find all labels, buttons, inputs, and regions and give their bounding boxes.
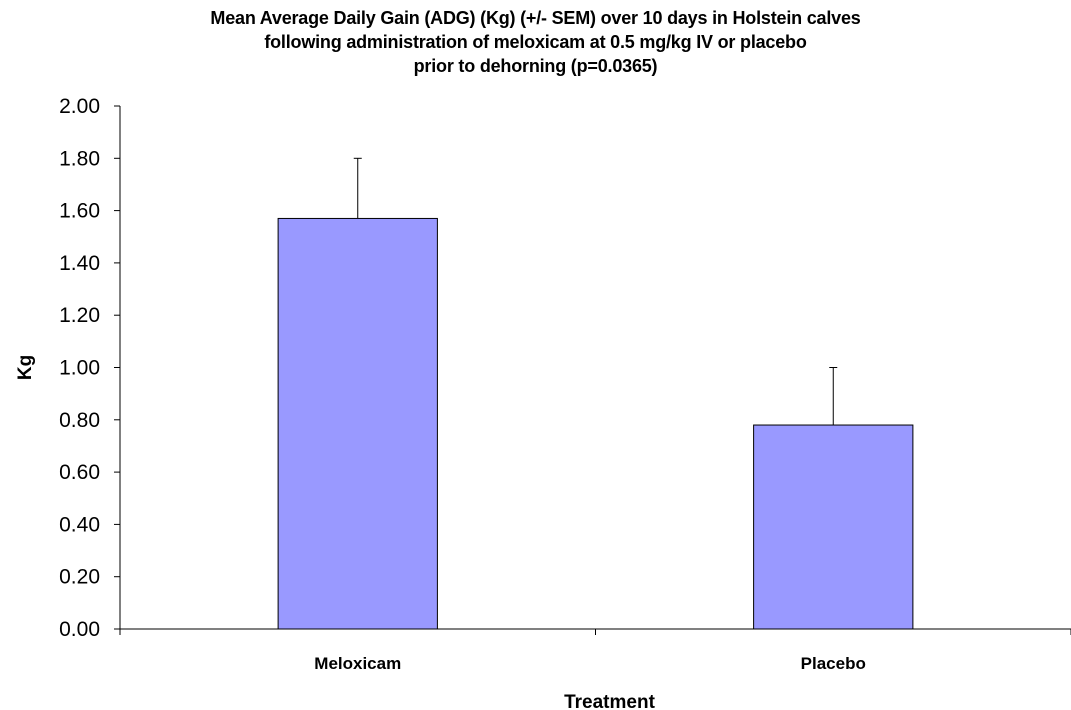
bar-series [277,157,914,630]
y-tick-label: 1.60 [59,200,100,223]
y-tick-label: 0.20 [59,566,100,589]
y-tick-label: 0.80 [59,409,100,432]
y-tick-label: 0.60 [59,461,100,484]
bar-meloxicam [277,217,438,630]
y-tick-label: 1.20 [59,304,100,327]
chart-title-line-2: following administration of meloxicam at… [264,32,807,52]
y-axis-ticks: 0.00 0.20 0.40 0.60 0.80 1.00 1.20 1.40 1.60 1.80… [59,95,120,641]
x-tick-label: Meloxicam [314,654,401,673]
chart-title-line-3: prior to dehorning (p=0.0365) [413,56,658,76]
axes [119,106,1071,630]
y-tick-label: 1.00 [59,357,100,380]
y-tick-label: 1.40 [59,252,100,275]
y-axis-title: Kg [15,355,36,380]
chart-title-line-1: Mean Average Daily Gain (ADG) (Kg) (+/- … [210,8,861,28]
y-tick-label: 2.00 [59,95,100,118]
y-tick-label: 1.80 [59,147,100,170]
x-axis-ticks: Meloxicam Placebo [119,629,1071,673]
y-tick-label: 0.40 [59,513,100,536]
x-tick-label: Placebo [801,654,866,673]
x-axis-title: Treatment [564,692,655,710]
chart-title: Mean Average Daily Gain (ADG) (Kg) (+/- … [0,6,1071,78]
bar-placebo [753,424,914,630]
y-tick-label: 0.00 [59,618,100,641]
